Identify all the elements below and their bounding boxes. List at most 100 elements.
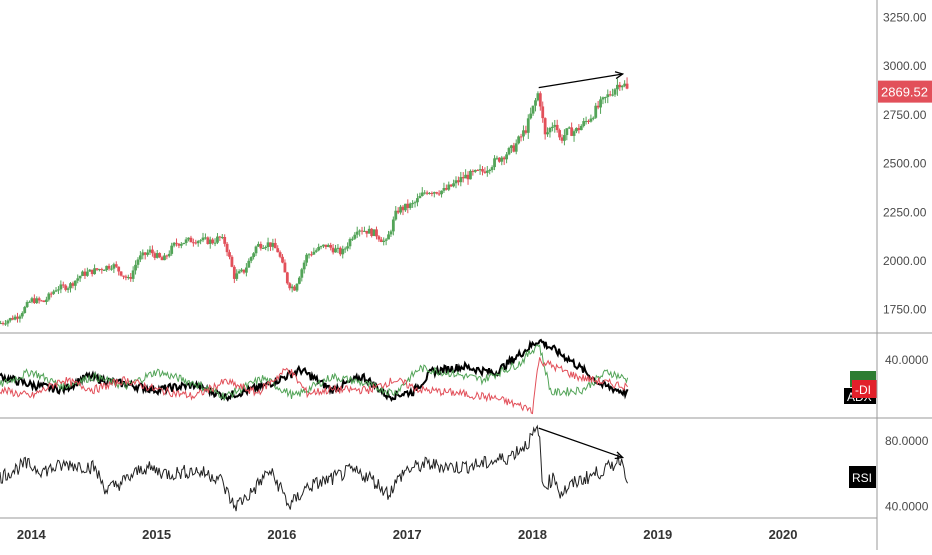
- candle-body: [107, 265, 111, 269]
- candle-body: [158, 253, 162, 258]
- candle-body: [541, 106, 545, 119]
- candle-body: [249, 257, 253, 261]
- candle-body: [432, 192, 436, 194]
- candle-body: [531, 105, 535, 114]
- candle-body: [204, 237, 207, 239]
- candle-body: [560, 137, 564, 141]
- candle-body: [488, 169, 492, 171]
- candle-body: [367, 228, 371, 234]
- indicator-tick-label: 40.0000: [885, 353, 929, 367]
- candle-body: [348, 239, 352, 247]
- candle-body: [218, 236, 222, 238]
- candle-body: [346, 246, 349, 249]
- candle-body: [172, 242, 176, 246]
- candle-body: [601, 97, 605, 100]
- candle-body: [483, 171, 487, 173]
- candle-body: [105, 265, 109, 270]
- candle-body: [360, 230, 364, 232]
- candle-body: [119, 271, 123, 276]
- candle-body: [201, 237, 205, 241]
- candle-body: [355, 231, 359, 235]
- price-tick-label: 1750.00: [883, 303, 927, 317]
- candle-body: [300, 269, 304, 278]
- candle-body: [66, 288, 70, 290]
- candle-body: [288, 283, 292, 289]
- candle-body: [529, 113, 533, 119]
- candle-body: [420, 192, 424, 196]
- candle-body: [117, 266, 121, 272]
- last-price-label: 2869.52: [881, 85, 928, 100]
- candle-body: [88, 269, 92, 272]
- candle-body: [365, 230, 369, 234]
- candle-body: [76, 278, 80, 281]
- candle-body: [85, 271, 89, 276]
- indicator-tick-label: 80.0000: [885, 434, 929, 448]
- candle-body: [148, 249, 152, 253]
- candle-body: [599, 99, 602, 108]
- candle-body: [136, 259, 140, 265]
- candle-body: [575, 127, 578, 132]
- candle-body: [469, 170, 472, 180]
- candle-body: [430, 192, 434, 194]
- rsi-pane[interactable]: RSI: [0, 424, 876, 512]
- series-line-di: [0, 357, 628, 415]
- dmi-pane[interactable]: ADX-DI: [0, 338, 877, 415]
- candle-body: [271, 242, 275, 247]
- legend-rsi-label: RSI: [852, 471, 872, 485]
- candle-body: [23, 307, 27, 313]
- candle-body: [338, 247, 342, 255]
- candle-body: [550, 126, 554, 128]
- candle-body: [141, 252, 145, 256]
- candle-body: [312, 251, 316, 255]
- price-tick-label: 2750.00: [883, 108, 927, 122]
- candle-body: [242, 269, 246, 273]
- candle-body: [189, 237, 193, 243]
- candle-body: [500, 157, 504, 162]
- candle-body: [191, 242, 195, 244]
- candle-body: [302, 262, 306, 270]
- candle-body: [61, 284, 65, 286]
- candle-body: [281, 256, 284, 263]
- candle-body: [336, 247, 340, 249]
- candle-body: [134, 264, 137, 271]
- candle-body: [261, 247, 265, 249]
- candle-body: [464, 174, 468, 179]
- candle-body: [625, 83, 629, 89]
- candle-body: [510, 145, 513, 149]
- candle-body: [90, 269, 94, 275]
- candle-body: [102, 269, 106, 271]
- candle-body: [319, 246, 323, 248]
- candle-body: [199, 240, 203, 242]
- candle-body: [57, 289, 60, 291]
- candle-body: [216, 236, 219, 243]
- candle-body: [589, 118, 593, 122]
- candle-body: [353, 234, 357, 239]
- candle-body: [64, 285, 68, 290]
- candle-body: [122, 275, 125, 277]
- candle-body: [95, 268, 99, 270]
- candle-body: [290, 286, 294, 289]
- candle-body: [18, 316, 22, 319]
- candle-body: [184, 239, 188, 243]
- price-pane[interactable]: [0, 71, 629, 327]
- candle-body: [223, 237, 227, 244]
- legend-rsi-badge: [849, 466, 876, 488]
- candle-body: [428, 192, 431, 194]
- candle-body: [454, 180, 458, 184]
- candle-body: [505, 154, 508, 160]
- candle-body: [326, 244, 330, 248]
- candle-body: [259, 243, 263, 249]
- candle-body: [620, 85, 624, 88]
- candle-body: [131, 270, 135, 279]
- candle-body: [13, 316, 17, 320]
- candle-body: [481, 169, 484, 172]
- candle-body: [370, 228, 374, 237]
- candle-body: [350, 238, 354, 240]
- candle-body: [237, 271, 241, 274]
- series-line-rsi: [0, 424, 629, 512]
- candle-body: [616, 84, 619, 90]
- candle-body: [519, 136, 523, 138]
- candle-body: [213, 242, 217, 244]
